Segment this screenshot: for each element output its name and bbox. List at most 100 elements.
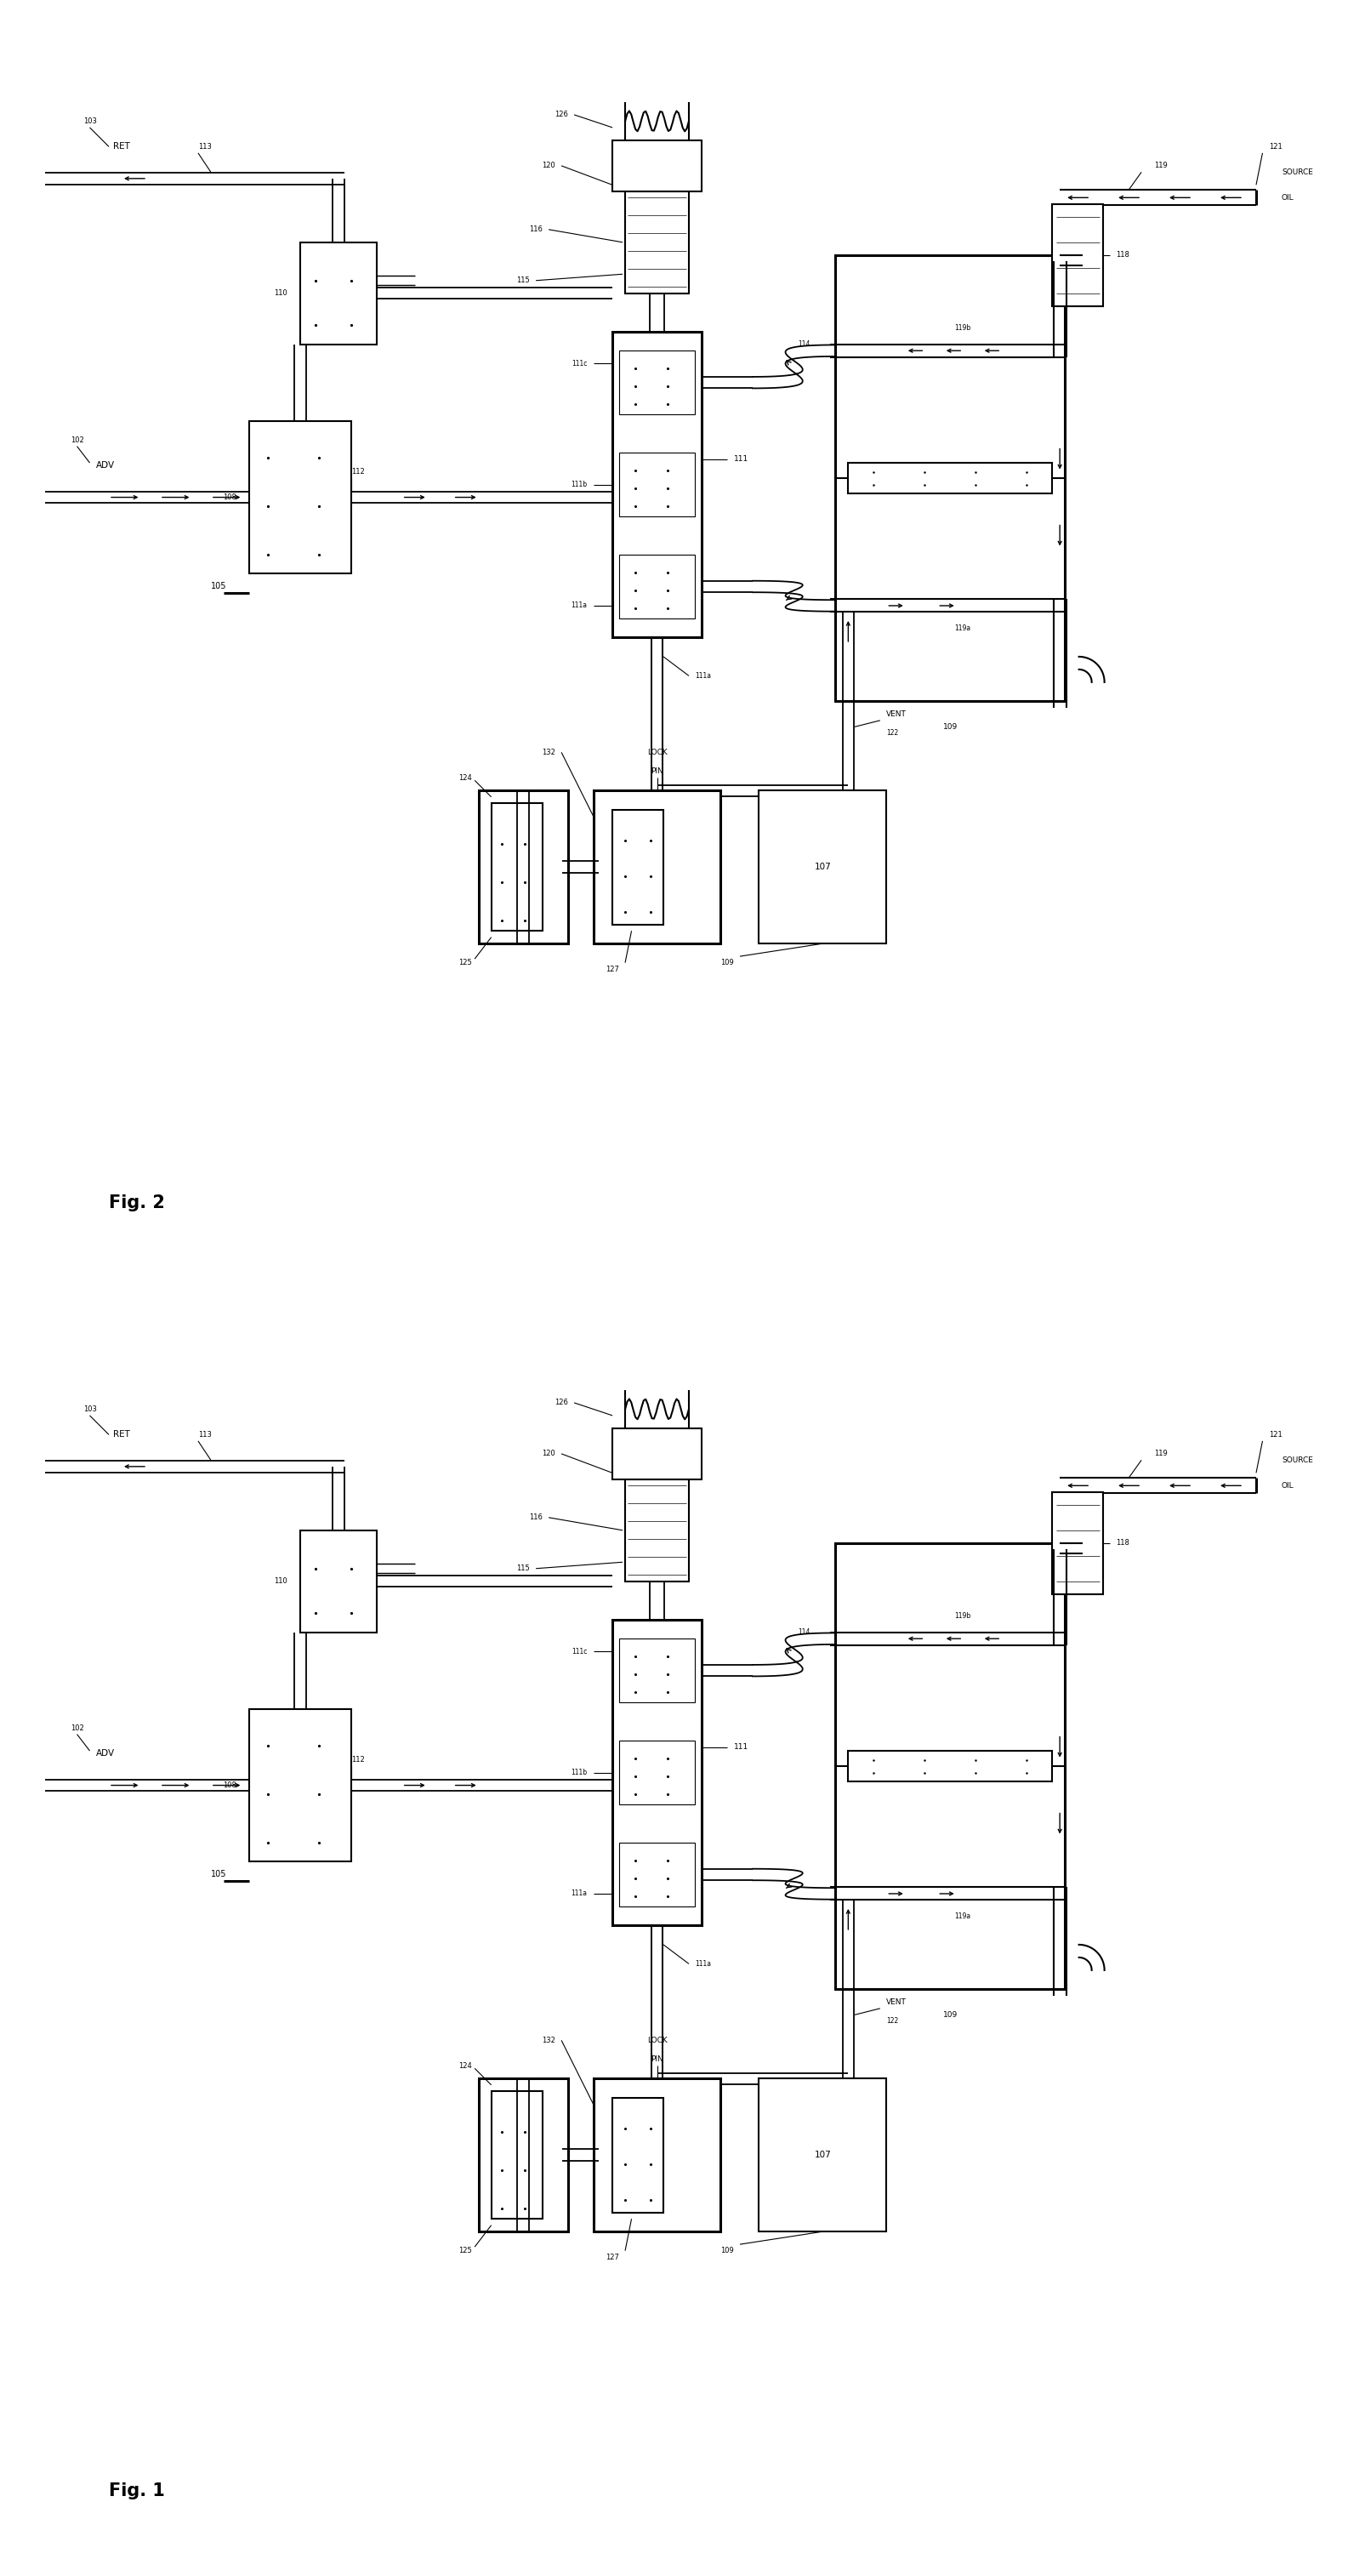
Text: SOURCE: SOURCE <box>1282 1455 1313 1463</box>
Text: 122: 122 <box>886 2017 898 2025</box>
Text: 103: 103 <box>83 118 97 126</box>
Text: 108: 108 <box>222 1783 236 1790</box>
Text: 111c: 111c <box>572 361 587 368</box>
Bar <box>618 350 695 415</box>
Text: RET: RET <box>113 1430 130 1440</box>
Text: 113: 113 <box>198 142 212 149</box>
Bar <box>594 2079 721 2231</box>
Text: 111b: 111b <box>571 1770 587 1777</box>
Text: 115: 115 <box>516 1564 530 1571</box>
Bar <box>618 1638 695 1703</box>
Bar <box>759 791 886 943</box>
Bar <box>613 332 702 636</box>
Text: 126: 126 <box>554 111 568 118</box>
Text: 124: 124 <box>459 2061 472 2069</box>
Text: 111a: 111a <box>571 603 587 611</box>
Text: 127: 127 <box>606 2254 620 2262</box>
Bar <box>835 255 1065 701</box>
Text: 110: 110 <box>274 289 288 296</box>
Text: 125: 125 <box>459 2246 472 2254</box>
Text: Fig. 1: Fig. 1 <box>109 2483 165 2499</box>
Bar <box>594 791 721 943</box>
Text: 120: 120 <box>542 1450 556 1458</box>
Text: 112: 112 <box>351 1757 364 1765</box>
Text: 125: 125 <box>459 958 472 966</box>
Bar <box>618 1842 695 1906</box>
Text: SOURCE: SOURCE <box>1282 167 1313 175</box>
Text: 107: 107 <box>815 863 831 871</box>
Text: 119b: 119b <box>954 1613 971 1620</box>
Text: 132: 132 <box>542 2038 556 2045</box>
Text: 121: 121 <box>1269 1430 1282 1437</box>
Bar <box>479 791 568 943</box>
Text: 114: 114 <box>797 1628 809 1636</box>
Text: 109: 109 <box>943 2012 957 2020</box>
Bar <box>613 139 702 191</box>
Bar <box>248 1708 351 1862</box>
Text: 115: 115 <box>516 276 530 283</box>
Bar <box>848 1752 1052 1783</box>
Text: 107: 107 <box>815 2151 831 2159</box>
Text: OIL: OIL <box>1282 1481 1294 1489</box>
Text: OIL: OIL <box>1282 193 1294 201</box>
Text: 111: 111 <box>733 1744 748 1752</box>
Text: 120: 120 <box>542 162 556 170</box>
Bar <box>1052 204 1103 307</box>
Text: LOCK: LOCK <box>647 2038 667 2045</box>
Text: RET: RET <box>113 142 130 152</box>
Text: LOCK: LOCK <box>647 750 667 757</box>
Text: 111a: 111a <box>571 1891 587 1899</box>
Bar <box>613 1427 702 1479</box>
Bar <box>618 554 695 618</box>
Text: 116: 116 <box>530 227 543 234</box>
Text: 111c: 111c <box>572 1649 587 1656</box>
Text: 124: 124 <box>459 773 472 781</box>
Bar <box>848 464 1052 495</box>
Text: 102: 102 <box>71 1723 85 1731</box>
Text: 111a: 111a <box>695 1960 711 1968</box>
Bar <box>613 1620 702 1927</box>
Text: 105: 105 <box>210 582 227 590</box>
Bar <box>625 191 689 294</box>
Text: 119a: 119a <box>954 1914 971 1922</box>
Text: 119a: 119a <box>954 626 971 634</box>
Bar <box>479 2079 568 2231</box>
Text: 108: 108 <box>222 495 236 502</box>
Bar <box>618 453 695 515</box>
Bar <box>300 1530 377 1633</box>
Text: 109: 109 <box>943 724 957 732</box>
Bar <box>618 1741 695 1803</box>
Text: 121: 121 <box>1269 142 1282 149</box>
Text: 119: 119 <box>1155 162 1167 170</box>
Text: 127: 127 <box>606 966 620 974</box>
Text: 114: 114 <box>797 340 809 348</box>
Bar <box>491 2092 542 2218</box>
Text: 119: 119 <box>1155 1450 1167 1458</box>
Text: 113: 113 <box>198 1430 212 1437</box>
Text: 122: 122 <box>886 729 898 737</box>
Text: 109: 109 <box>721 958 733 966</box>
Text: 118: 118 <box>1117 1540 1129 1546</box>
Bar <box>625 1479 689 1582</box>
Bar <box>248 420 351 574</box>
Bar <box>835 1543 1065 1989</box>
Text: 118: 118 <box>1117 252 1129 258</box>
Bar <box>759 2079 886 2231</box>
Text: ADV: ADV <box>96 1749 115 1757</box>
Text: 110: 110 <box>274 1577 288 1584</box>
Text: VENT: VENT <box>886 1999 906 2007</box>
Text: 111: 111 <box>733 456 748 464</box>
Bar <box>613 2097 663 2213</box>
Text: 126: 126 <box>554 1399 568 1406</box>
Text: 112: 112 <box>351 469 364 477</box>
Bar <box>300 242 377 345</box>
Bar <box>613 809 663 925</box>
Text: 111b: 111b <box>571 482 587 489</box>
Text: 109: 109 <box>721 2246 733 2254</box>
Text: 103: 103 <box>83 1406 97 1414</box>
Text: 116: 116 <box>530 1515 543 1522</box>
Text: PIN: PIN <box>651 2056 663 2063</box>
Text: 111a: 111a <box>695 672 711 680</box>
Text: 102: 102 <box>71 435 85 443</box>
Text: VENT: VENT <box>886 711 906 719</box>
